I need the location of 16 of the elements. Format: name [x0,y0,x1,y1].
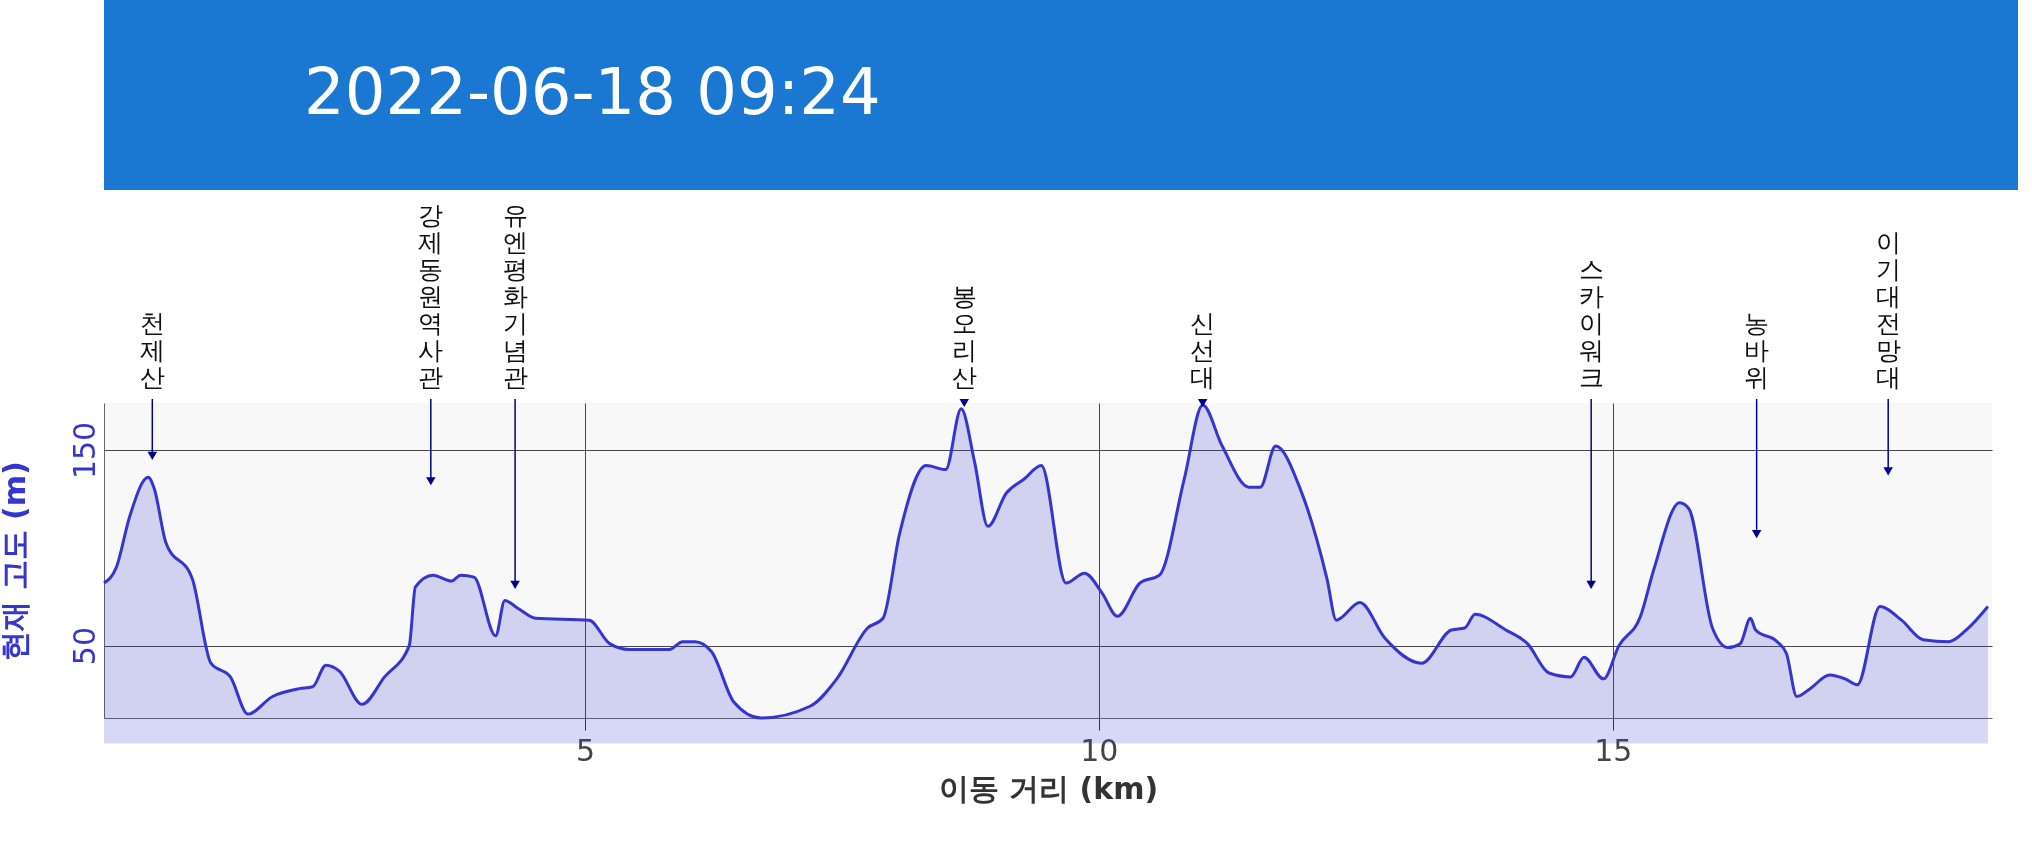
annotation: 강제동원역사관 [418,201,444,392]
y-tick-label: 50 [66,627,102,666]
annotation: 농바위 [1744,309,1770,392]
annotation: 유엔평화기념관 [502,201,528,392]
x-tick-label: 15 [1594,732,1633,768]
chart-title: 2022-06-18 09:24 [304,55,881,129]
x-tick-label: 5 [575,732,596,768]
y-tick-label: 150 [66,421,102,480]
y-axis-title: 현재 고도 (m) [0,461,32,661]
annotation: 천제산 [139,309,165,392]
annotation: 이기대전망대 [1875,228,1901,392]
annotation: 스카이워크 [1578,255,1604,392]
annotation: 봉오리산 [951,282,977,392]
x-tick-label: 10 [1080,732,1119,768]
x-axis-title: 이동 거리 (km) [938,770,1159,806]
annotation: 신선대 [1190,309,1216,392]
